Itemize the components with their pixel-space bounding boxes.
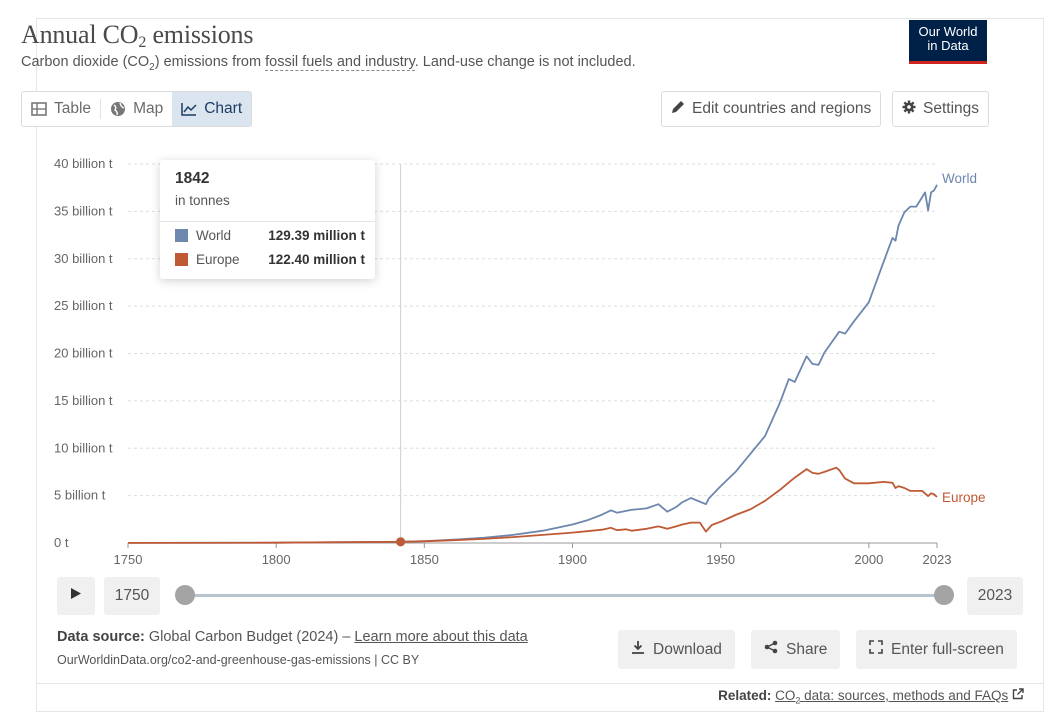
x-tick-label: 1950 [706,552,735,567]
y-tick-label: 40 billion t [54,156,113,171]
tab-map[interactable]: Map [101,92,172,126]
play-icon [70,587,82,605]
owid-logo[interactable]: Our World in Data [909,20,987,64]
download-icon [631,640,645,659]
tooltip-row-europe: Europe 122.40 million t [175,252,365,267]
tab-chart[interactable]: Chart [172,92,252,126]
subtitle-link[interactable]: fossil fuels and industry [265,54,415,71]
learn-more-link[interactable]: Learn more about this data [354,629,528,645]
timeline-end-handle[interactable] [934,585,954,605]
hover-markers [396,537,406,547]
timeline-start-handle[interactable] [175,585,195,605]
y-tick-label: 15 billion t [54,393,113,408]
legend-swatch [175,229,188,242]
download-button[interactable]: Download [618,630,735,669]
x-tick-label: 1850 [410,552,439,567]
x-axis: 1750 1800 1850 1900 1950 2000 2023 [114,543,952,567]
tooltip-unit: in tonnes [175,193,230,208]
related-link[interactable]: Related: CO2 data: sources, methods and … [718,688,1024,706]
related-faq-link[interactable]: CO2 data: sources, methods and FAQs [775,688,1009,706]
chart-subtitle: Carbon dioxide (CO2) emissions from foss… [21,54,636,73]
tooltip-row-world: World 129.39 million t [175,228,365,243]
x-tick-label: 2000 [854,552,883,567]
play-button[interactable] [57,577,95,615]
chart-title: Annual CO2 emissions [21,20,254,51]
line-chart[interactable]: 0 t 5 billion t 10 billion t 15 billion t 20… [0,0,1062,575]
edit-countries-button[interactable]: Edit countries and regions [661,91,882,127]
external-link-icon [1012,688,1024,703]
series-line-world [127,184,938,544]
series-labels: World Europe [942,171,986,505]
y-tick-label: 20 billion t [54,346,113,361]
timeline-start-year[interactable]: 1750 [104,577,160,615]
data-source: Data source: Global Carbon Budget (2024)… [57,629,528,645]
x-tick-label: 2023 [923,552,952,567]
fullscreen-button[interactable]: Enter full-screen [856,630,1017,669]
legend-swatch [175,253,188,266]
y-tick-label: 25 billion t [54,298,113,313]
x-tick-label: 1750 [114,552,143,567]
y-tick-label: 30 billion t [54,251,113,266]
x-tick-label: 1900 [558,552,587,567]
table-icon [31,102,47,116]
settings-button[interactable]: Settings [892,91,990,127]
timeline-end-year[interactable]: 2023 [967,577,1023,615]
y-tick-label: 10 billion t [54,440,113,455]
tooltip: 1842 in tonnes World 129.39 million t Eu… [160,160,375,279]
y-tick-label: 0 t [54,535,69,550]
line-chart-icon [181,102,197,116]
y-tick-label: 5 billion t [54,488,106,503]
tooltip-year: 1842 [175,170,210,187]
x-tick-label: 1800 [262,552,291,567]
hover-marker-europe [396,537,406,547]
globe-icon [110,101,126,117]
source-url: OurWorldinData.org/co2-and-greenhouse-ga… [57,653,420,667]
view-tabs: Table Map Chart [21,91,253,127]
series-label-world: World [942,171,977,186]
series-label-europe: Europe [942,490,986,505]
tab-divider [100,99,102,119]
pencil-icon [671,100,685,119]
share-icon [764,640,778,659]
expand-icon [869,640,883,659]
gear-icon [902,100,916,119]
timeline-track[interactable] [184,594,944,597]
tab-table[interactable]: Table [22,92,100,126]
y-tick-label: 35 billion t [54,203,113,218]
series-line-europe [127,466,938,544]
y-axis: 0 t 5 billion t 10 billion t 15 billion t 20… [54,156,113,550]
share-button[interactable]: Share [751,630,841,669]
series-lines [127,184,938,544]
